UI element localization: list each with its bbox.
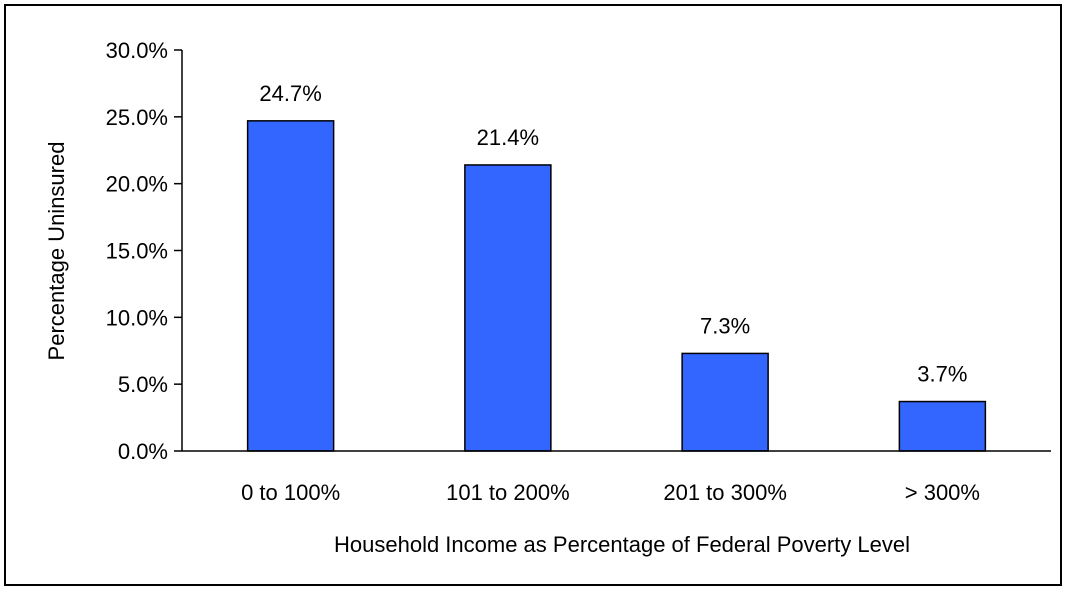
data-label: 3.7% <box>917 362 967 387</box>
data-label: 24.7% <box>259 81 321 106</box>
x-tick-label: 101 to 200% <box>446 480 570 505</box>
y-tick-label: 30.0% <box>106 38 168 63</box>
y-tick-label: 0.0% <box>118 439 168 464</box>
data-label: 21.4% <box>477 125 539 150</box>
x-axis-tick-labels: 0 to 100% 101 to 200% 201 to 300% > 300% <box>241 480 980 505</box>
y-tick-label: 5.0% <box>118 372 168 397</box>
y-tick-label: 10.0% <box>106 305 168 330</box>
bars: 24.7% 21.4% 7.3% 3.7% <box>246 81 987 452</box>
data-label: 7.3% <box>700 313 750 338</box>
x-tick-label: 201 to 300% <box>663 480 787 505</box>
y-tick-label: 15.0% <box>106 239 168 264</box>
y-axis-title: Percentage Uninsured <box>44 142 69 361</box>
bar <box>681 352 769 452</box>
y-axis-ticks: 0.0% 5.0% 10.0% 15.0% 20.0% 25.0% 30.0% <box>106 38 182 464</box>
x-tick-label: > 300% <box>905 480 980 505</box>
bar <box>898 400 987 452</box>
x-tick-label: 0 to 100% <box>241 480 340 505</box>
y-tick-label: 25.0% <box>106 105 168 130</box>
y-tick-label: 20.0% <box>106 172 168 197</box>
bar <box>246 120 335 452</box>
x-axis-title: Household Income as Percentage of Federa… <box>334 532 910 557</box>
bar <box>464 164 552 452</box>
